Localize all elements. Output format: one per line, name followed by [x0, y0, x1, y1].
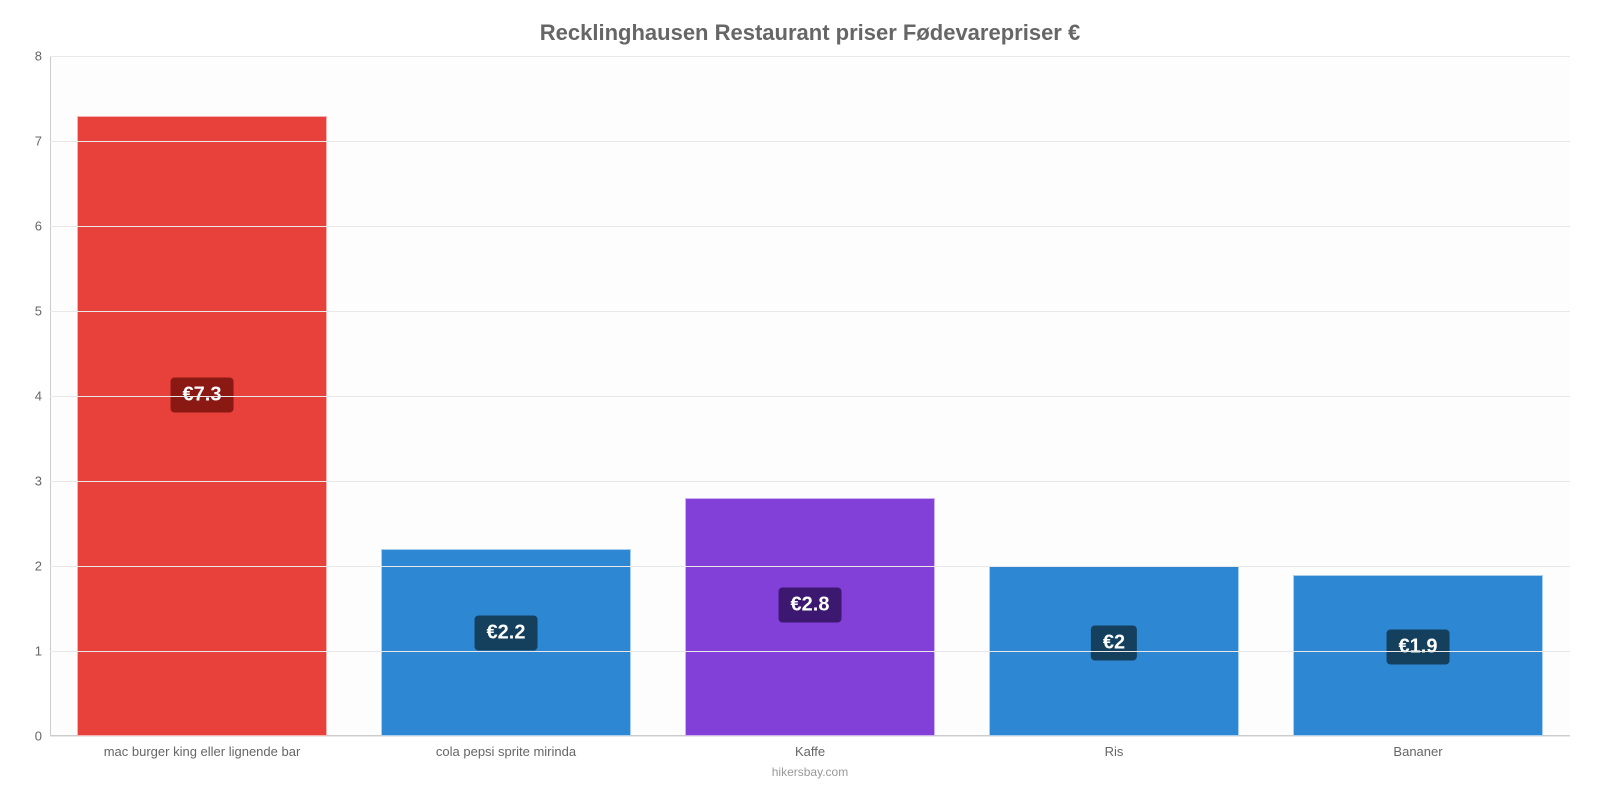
- grid-line: [50, 311, 1570, 312]
- grid-line: [50, 141, 1570, 142]
- bar-value-label: €2: [1091, 625, 1137, 660]
- x-tick-label: mac burger king eller lignende bar: [50, 744, 354, 759]
- x-tick-label: Ris: [962, 744, 1266, 759]
- y-tick-label: 3: [35, 474, 50, 489]
- bar: €2.8: [685, 498, 934, 736]
- y-tick-label: 2: [35, 559, 50, 574]
- grid-line: [50, 481, 1570, 482]
- x-axis-labels: mac burger king eller lignende barcola p…: [50, 744, 1570, 759]
- bar-value-label: €7.3: [171, 377, 234, 412]
- bar-value-label: €1.9: [1387, 630, 1450, 665]
- y-tick-label: 6: [35, 219, 50, 234]
- x-tick-label: Bananer: [1266, 744, 1570, 759]
- bar: €7.3: [77, 116, 326, 737]
- grid-line: [50, 736, 1570, 737]
- bar-value-label: €2.8: [779, 588, 842, 623]
- bar-value-label: €2.2: [475, 616, 538, 651]
- bar: €1.9: [1293, 575, 1542, 737]
- y-tick-label: 7: [35, 134, 50, 149]
- grid-line: [50, 226, 1570, 227]
- y-tick-label: 4: [35, 389, 50, 404]
- y-tick-label: 5: [35, 304, 50, 319]
- plot-area: €7.3€2.2€2.8€2€1.9 012345678: [50, 56, 1570, 736]
- grid-line: [50, 651, 1570, 652]
- grid-line: [50, 56, 1570, 57]
- bar: €2.2: [381, 549, 630, 736]
- x-tick-label: cola pepsi sprite mirinda: [354, 744, 658, 759]
- price-bar-chart: Recklinghausen Restaurant priser Fødevar…: [0, 0, 1600, 800]
- y-tick-label: 8: [35, 49, 50, 64]
- y-tick-label: 1: [35, 644, 50, 659]
- chart-title: Recklinghausen Restaurant priser Fødevar…: [50, 20, 1570, 46]
- x-tick-label: Kaffe: [658, 744, 962, 759]
- attribution-text: hikersbay.com: [50, 765, 1570, 779]
- grid-line: [50, 396, 1570, 397]
- grid-line: [50, 566, 1570, 567]
- y-tick-label: 0: [35, 729, 50, 744]
